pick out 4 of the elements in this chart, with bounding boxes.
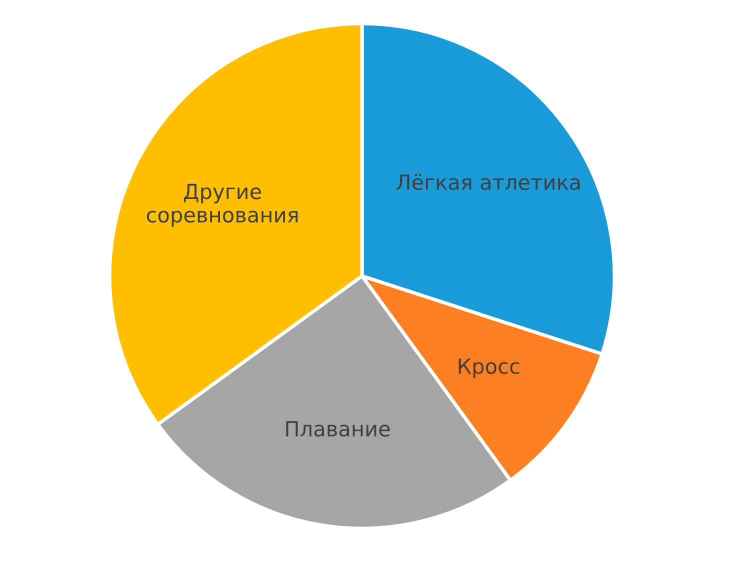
slice-label: Плавание [286,421,390,437]
slice-label: Другие соревнования [146,184,298,227]
slice-label: Лёгкая атлетика [396,174,580,190]
slice-label: Кросс [458,358,520,378]
